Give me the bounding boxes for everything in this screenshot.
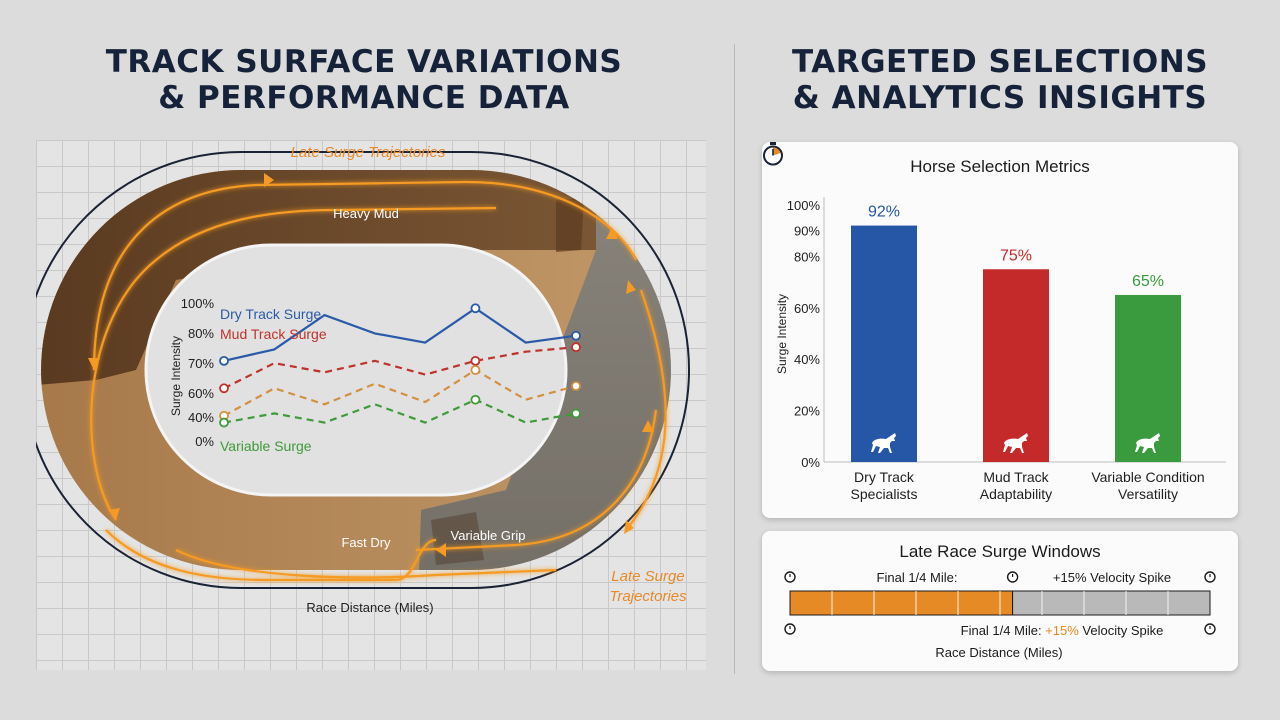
right-heading-line-1: TARGETED SELECTIONS [791, 44, 1209, 80]
track-diagram-panel: Late Surge Trajectories Heavy Mud Fast D… [36, 140, 706, 670]
bar-1 [983, 269, 1049, 462]
surge-window-highlight [789, 590, 1014, 616]
line-chart-y-tick: 40% [188, 410, 214, 425]
horse-icon [1135, 433, 1160, 453]
line-series-3 [223, 398, 577, 424]
bar-category-label: Dry Track [854, 469, 915, 485]
left-section-heading: TRACK SURFACE VARIATIONS & PERFORMANCE D… [40, 44, 688, 116]
track-x-axis-label: Race Distance (Miles) [306, 600, 433, 615]
track-diagram: Late Surge Trajectories Heavy Mud Fast D… [36, 144, 690, 615]
line-series-point [470, 303, 481, 314]
line-chart-y-tick: 100% [181, 296, 215, 311]
bar-value-label: 92% [868, 204, 900, 221]
track-zone-mud [41, 170, 596, 385]
outer-rail [36, 151, 690, 589]
surge-bottom-label: Final 1/4 Mile: +15% Velocity Spike [961, 623, 1164, 638]
line-series-point [470, 394, 481, 405]
zone-label-variable-grip: Variable Grip [451, 528, 526, 543]
right-heading-line-2: & ANALYTICS INSIGHTS [792, 80, 1208, 116]
bar-category-label: Adaptability [980, 486, 1052, 502]
line-series-point [470, 355, 481, 366]
metrics-card-title: Horse Selection Metrics [910, 157, 1090, 176]
line-chart-legend-entry: Mud Track Surge [220, 326, 327, 342]
horse-icon [1003, 433, 1028, 453]
line-series-point [571, 342, 581, 353]
zone-label-fast-dry: Fast Dry [341, 535, 391, 550]
line-series-point [219, 355, 229, 366]
line-series-point [571, 381, 581, 391]
bar-2 [1115, 294, 1181, 462]
stopwatch-icon [763, 142, 783, 166]
surge-window-remainder [1012, 590, 1211, 616]
late-race-surge-windows-card: Late Race Surge Windows Final 1/4 Mile: +… [762, 531, 1238, 671]
bar-chart-y-tick: 20% [794, 404, 820, 419]
bar-chart-y-axis-label: Surge Intensity [775, 294, 789, 374]
bar-category-label: Versatility [1118, 486, 1178, 502]
bar-chart-y-tick: 40% [794, 352, 820, 367]
bar-chart-y-tick: 100% [787, 198, 821, 213]
right-section-heading: TARGETED SELECTIONS & ANALYTICS INSIGHTS [752, 44, 1248, 116]
zone-label-heavy-mud: Heavy Mud [333, 206, 399, 221]
line-chart-legend-entry: Dry Track Surge [220, 306, 321, 322]
bar-value-label: 65% [1132, 273, 1164, 290]
line-series-point [470, 365, 481, 375]
horse-selection-bar-chart: 0% 20% 40% 60% 80% 90% 100% Surge Intensity 92% D… [775, 197, 1226, 502]
surge-top-label-left: Final 1/4 Mile: [877, 570, 958, 585]
bar-0 [851, 225, 917, 462]
line-series-2 [223, 368, 577, 417]
surge-line-chart: 100% 80% 70% 60% 40% 0% Surge Intensity Dry Tra… [169, 296, 581, 454]
line-chart-legend-entry: Variable Surge [220, 438, 312, 454]
trajectory-arrows [88, 173, 654, 557]
line-chart-y-tick: 80% [188, 326, 214, 341]
bar-chart-y-tick: 80% [794, 249, 820, 264]
line-series-point [219, 417, 229, 428]
line-chart-y-axis-label: Surge Intensity [169, 336, 183, 416]
line-series-point [571, 408, 581, 419]
surge-window-timeline: Final 1/4 Mile: +15% Velocity Spike Final … [784, 570, 1216, 660]
surge-card-title: Late Race Surge Windows [899, 542, 1101, 561]
late-surge-label-bottom-1: Late Surge [611, 568, 684, 585]
line-series-point [219, 383, 229, 394]
track-inner-edge [144, 243, 568, 497]
bar-category-label: Specialists [851, 486, 918, 502]
line-series-0 [223, 306, 577, 362]
horse-selection-metrics-card: Horse Selection Metrics 0% 20% 40% 60% 80% 90… [762, 142, 1238, 518]
bar-chart-y-tick: 90% [794, 224, 820, 239]
surge-x-axis-label: Race Distance (Miles) [935, 645, 1062, 660]
bar-category-label: Variable Condition [1091, 469, 1204, 485]
line-chart-y-tick: 0% [195, 434, 214, 449]
left-heading-line-2: & PERFORMANCE DATA [158, 80, 570, 116]
horse-icon [871, 433, 896, 453]
surge-top-label-right: +15% Velocity Spike [1053, 570, 1171, 585]
bar-category-label: Mud Track [983, 469, 1049, 485]
late-surge-trajectories [90, 180, 667, 582]
line-chart-y-tick: 60% [188, 386, 214, 401]
line-chart-y-tick: 70% [188, 356, 214, 371]
bar-chart-y-tick: 60% [794, 301, 820, 316]
late-surge-label-top: Late Surge Trajectories [291, 144, 446, 161]
section-divider [734, 44, 735, 674]
line-series-1 [223, 346, 577, 390]
left-heading-line-1: TRACK SURFACE VARIATIONS [105, 44, 623, 80]
line-series-point [571, 330, 581, 341]
bar-chart-y-tick: 0% [801, 455, 820, 470]
bar-value-label: 75% [1000, 247, 1032, 264]
late-surge-label-bottom-2: Trajectories [609, 588, 687, 605]
